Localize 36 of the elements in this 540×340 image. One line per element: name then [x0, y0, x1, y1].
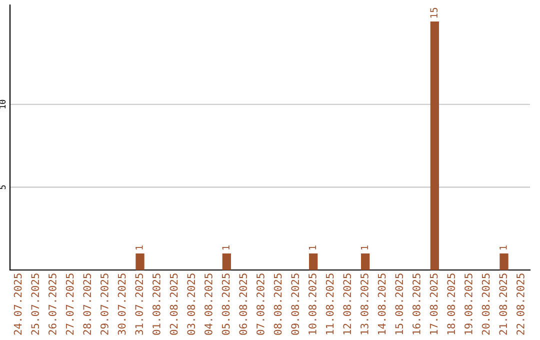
x-tick-label: 20.08.2025 — [482, 274, 490, 335]
data-label: 1 — [360, 245, 368, 250]
x-tick-label: 03.08.2025 — [187, 274, 196, 335]
x-tick-label: 26.07.2025 — [48, 274, 56, 335]
x-tick-label: 16.08.2025 — [412, 274, 420, 334]
x-tick-label: 12.08.2025 — [343, 274, 352, 334]
data-label: 1 — [222, 245, 230, 250]
x-tick-label: 01.08.2025 — [152, 274, 160, 335]
x-tick-label: 24.07.2025 — [14, 274, 22, 335]
x-tick-label: 28.07.2025 — [83, 274, 92, 335]
x-tick-label: 08.08.2025 — [274, 274, 282, 335]
x-tick-label: 31.07.2025 — [135, 274, 144, 335]
x-tick-label: 05.08.2025 — [222, 274, 230, 335]
x-tick-label: 15.08.2025 — [395, 274, 404, 334]
x-tick-label: 19.08.2025 — [464, 274, 472, 334]
x-tick-label: 30.07.2025 — [118, 274, 126, 335]
x-tick-label: 06.08.2025 — [239, 274, 248, 335]
x-tick-label: 11.08.2025 — [326, 274, 334, 334]
x-tick-label: 02.08.2025 — [170, 274, 178, 335]
data-label: 1 — [500, 245, 507, 250]
x-tick-label: 07.08.2025 — [256, 274, 264, 335]
x-tick-label: 22.08.2025 — [516, 274, 524, 335]
x-tick-label: 27.07.2025 — [66, 274, 74, 335]
x-tick-label: 25.07.2025 — [31, 274, 40, 335]
x-tick-label: 04.08.2025 — [204, 274, 212, 335]
x-tick-label: 13.08.2025 — [360, 274, 368, 334]
data-label: 1 — [136, 245, 143, 250]
data-label: 15 — [430, 8, 438, 18]
x-tick-label: 17.08.2025 — [430, 274, 438, 334]
x-tick-label: 18.08.2025 — [447, 274, 456, 334]
data-label: 1 — [308, 245, 316, 250]
x-tick-label: 29.07.2025 — [100, 274, 108, 335]
x-tick-label: 09.08.2025 — [291, 274, 300, 335]
x-tick-label: 14.08.2025 — [378, 274, 386, 334]
x-tick-label: 10.08.2025 — [308, 274, 316, 334]
x-tick-label: 21.08.2025 — [499, 274, 508, 335]
